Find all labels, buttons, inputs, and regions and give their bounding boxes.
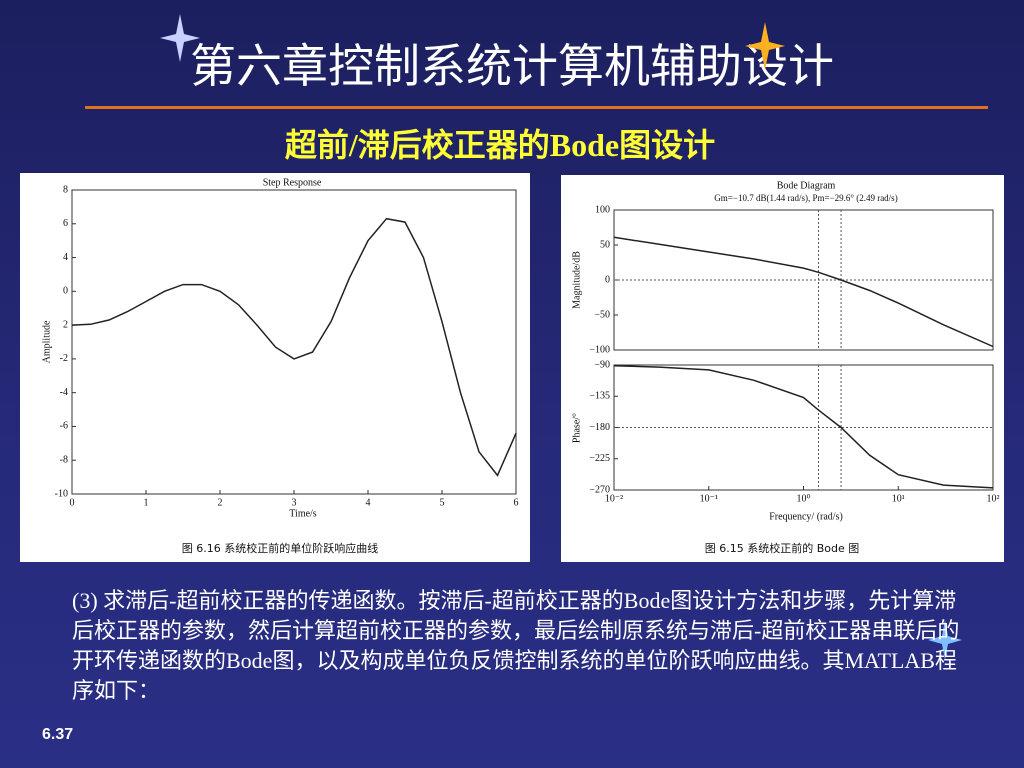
y-tick-label: 0 [63, 286, 68, 297]
page-number: 6.37 [42, 726, 74, 743]
line [613, 236, 994, 348]
x-axis-label: Time/s [289, 508, 317, 519]
y-tick-label: 50 [600, 239, 610, 250]
y-tick-label: -4 [60, 387, 68, 398]
y-tick-label: -8 [60, 455, 68, 466]
y-axis-label: Amplitude [41, 320, 52, 363]
slide-title: 第六章控制系统计算机辅助设计 [190, 41, 834, 92]
y-tick-label: 100 [595, 204, 610, 215]
y-tick-label: −180 [589, 422, 610, 433]
x-tick-label: 10⁻² [605, 493, 623, 504]
x-tick-label: 4 [366, 497, 371, 508]
caption: 图 6.16 系统校正前的单位阶跃响应曲线 [182, 541, 378, 555]
decoration [160, 14, 962, 660]
y-tick-label: 4 [63, 252, 68, 263]
y-tick-label: −100 [589, 344, 610, 355]
caption: 图 6.15 系统校正前的 Bode 图 [705, 541, 860, 555]
line [71, 217, 517, 477]
x-tick-label: 2 [218, 497, 223, 508]
y-tick-label: -10 [55, 488, 68, 499]
y-tick-label: −90 [594, 359, 610, 370]
chart-title: Bode Diagram [777, 180, 836, 191]
x-tick-label: 3 [292, 497, 297, 508]
chart-title: Step Response [263, 177, 322, 188]
y-tick-label: 0 [605, 274, 610, 285]
panel [20, 173, 530, 562]
panel [561, 175, 1004, 562]
y-tick-label: −225 [589, 453, 610, 464]
x-tick-label: 10² [987, 493, 1000, 504]
x-tick-label: 6 [514, 497, 519, 508]
x-tick-label: 10⁻¹ [700, 493, 718, 504]
y-axis-label: Magnitude/dB [571, 251, 582, 309]
y-tick-label: −50 [594, 309, 610, 320]
body-text: (3) 求滞后-超前校正器的传递函数。按滞后-超前校正器的Bode图设计方法和步… [72, 588, 960, 703]
x-axis-label: Frequency/ (rad/s) [769, 511, 843, 522]
title-rule [85, 106, 988, 109]
line [613, 364, 994, 489]
y-tick-label: −135 [589, 391, 610, 402]
y-tick-label: -6 [60, 421, 68, 432]
x-tick-label: 0 [70, 497, 75, 508]
y-tick-label: 8 [63, 184, 68, 195]
y-axis-label: Phase/° [571, 413, 582, 443]
x-tick-label: 1 [144, 497, 149, 508]
x-tick-label: 10⁰ [796, 493, 810, 504]
y-tick-label: 2 [63, 319, 68, 330]
y-tick-label: −270 [589, 484, 610, 495]
y-tick-label: -2 [60, 353, 68, 364]
y-tick-label: 6 [63, 218, 68, 229]
annotation: Gm=−10.7 dB(1.44 rad/s), Pm=−29.6° (2.49… [714, 193, 897, 203]
slide-subtitle: 超前/滞后校正器的Bode图设计 [284, 127, 716, 163]
x-tick-label: 10¹ [892, 493, 905, 504]
x-tick-label: 5 [440, 497, 445, 508]
